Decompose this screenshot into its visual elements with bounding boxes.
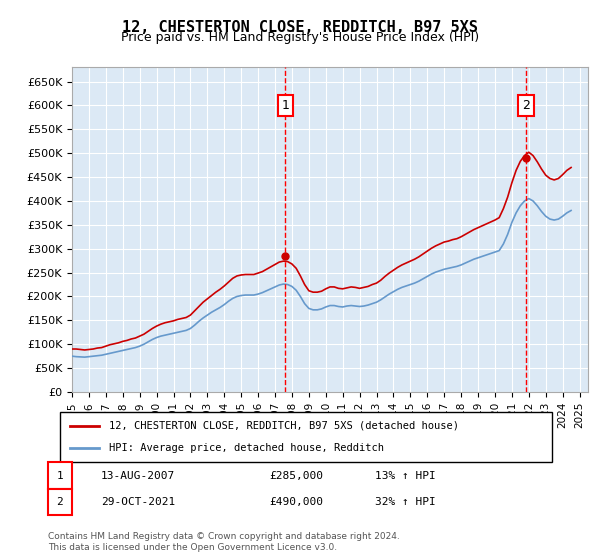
Text: 12, CHESTERTON CLOSE, REDDITCH, B97 5XS: 12, CHESTERTON CLOSE, REDDITCH, B97 5XS [122, 20, 478, 35]
Text: £285,000: £285,000 [270, 471, 324, 480]
Text: 13-AUG-2007: 13-AUG-2007 [101, 471, 175, 480]
Text: £490,000: £490,000 [270, 497, 324, 507]
Text: 32% ↑ HPI: 32% ↑ HPI [376, 497, 436, 507]
Text: 12, CHESTERTON CLOSE, REDDITCH, B97 5XS (detached house): 12, CHESTERTON CLOSE, REDDITCH, B97 5XS … [109, 421, 459, 431]
Text: 1: 1 [56, 471, 63, 480]
Text: 13% ↑ HPI: 13% ↑ HPI [376, 471, 436, 480]
FancyBboxPatch shape [48, 488, 72, 515]
Text: 2: 2 [56, 497, 63, 507]
FancyBboxPatch shape [48, 463, 72, 488]
Text: Contains HM Land Registry data © Crown copyright and database right 2024.
This d: Contains HM Land Registry data © Crown c… [48, 532, 400, 552]
FancyBboxPatch shape [60, 412, 552, 462]
Text: 1: 1 [281, 99, 289, 112]
Text: HPI: Average price, detached house, Redditch: HPI: Average price, detached house, Redd… [109, 443, 384, 453]
Text: Price paid vs. HM Land Registry's House Price Index (HPI): Price paid vs. HM Land Registry's House … [121, 31, 479, 44]
Text: 29-OCT-2021: 29-OCT-2021 [101, 497, 175, 507]
Text: 2: 2 [522, 99, 530, 112]
